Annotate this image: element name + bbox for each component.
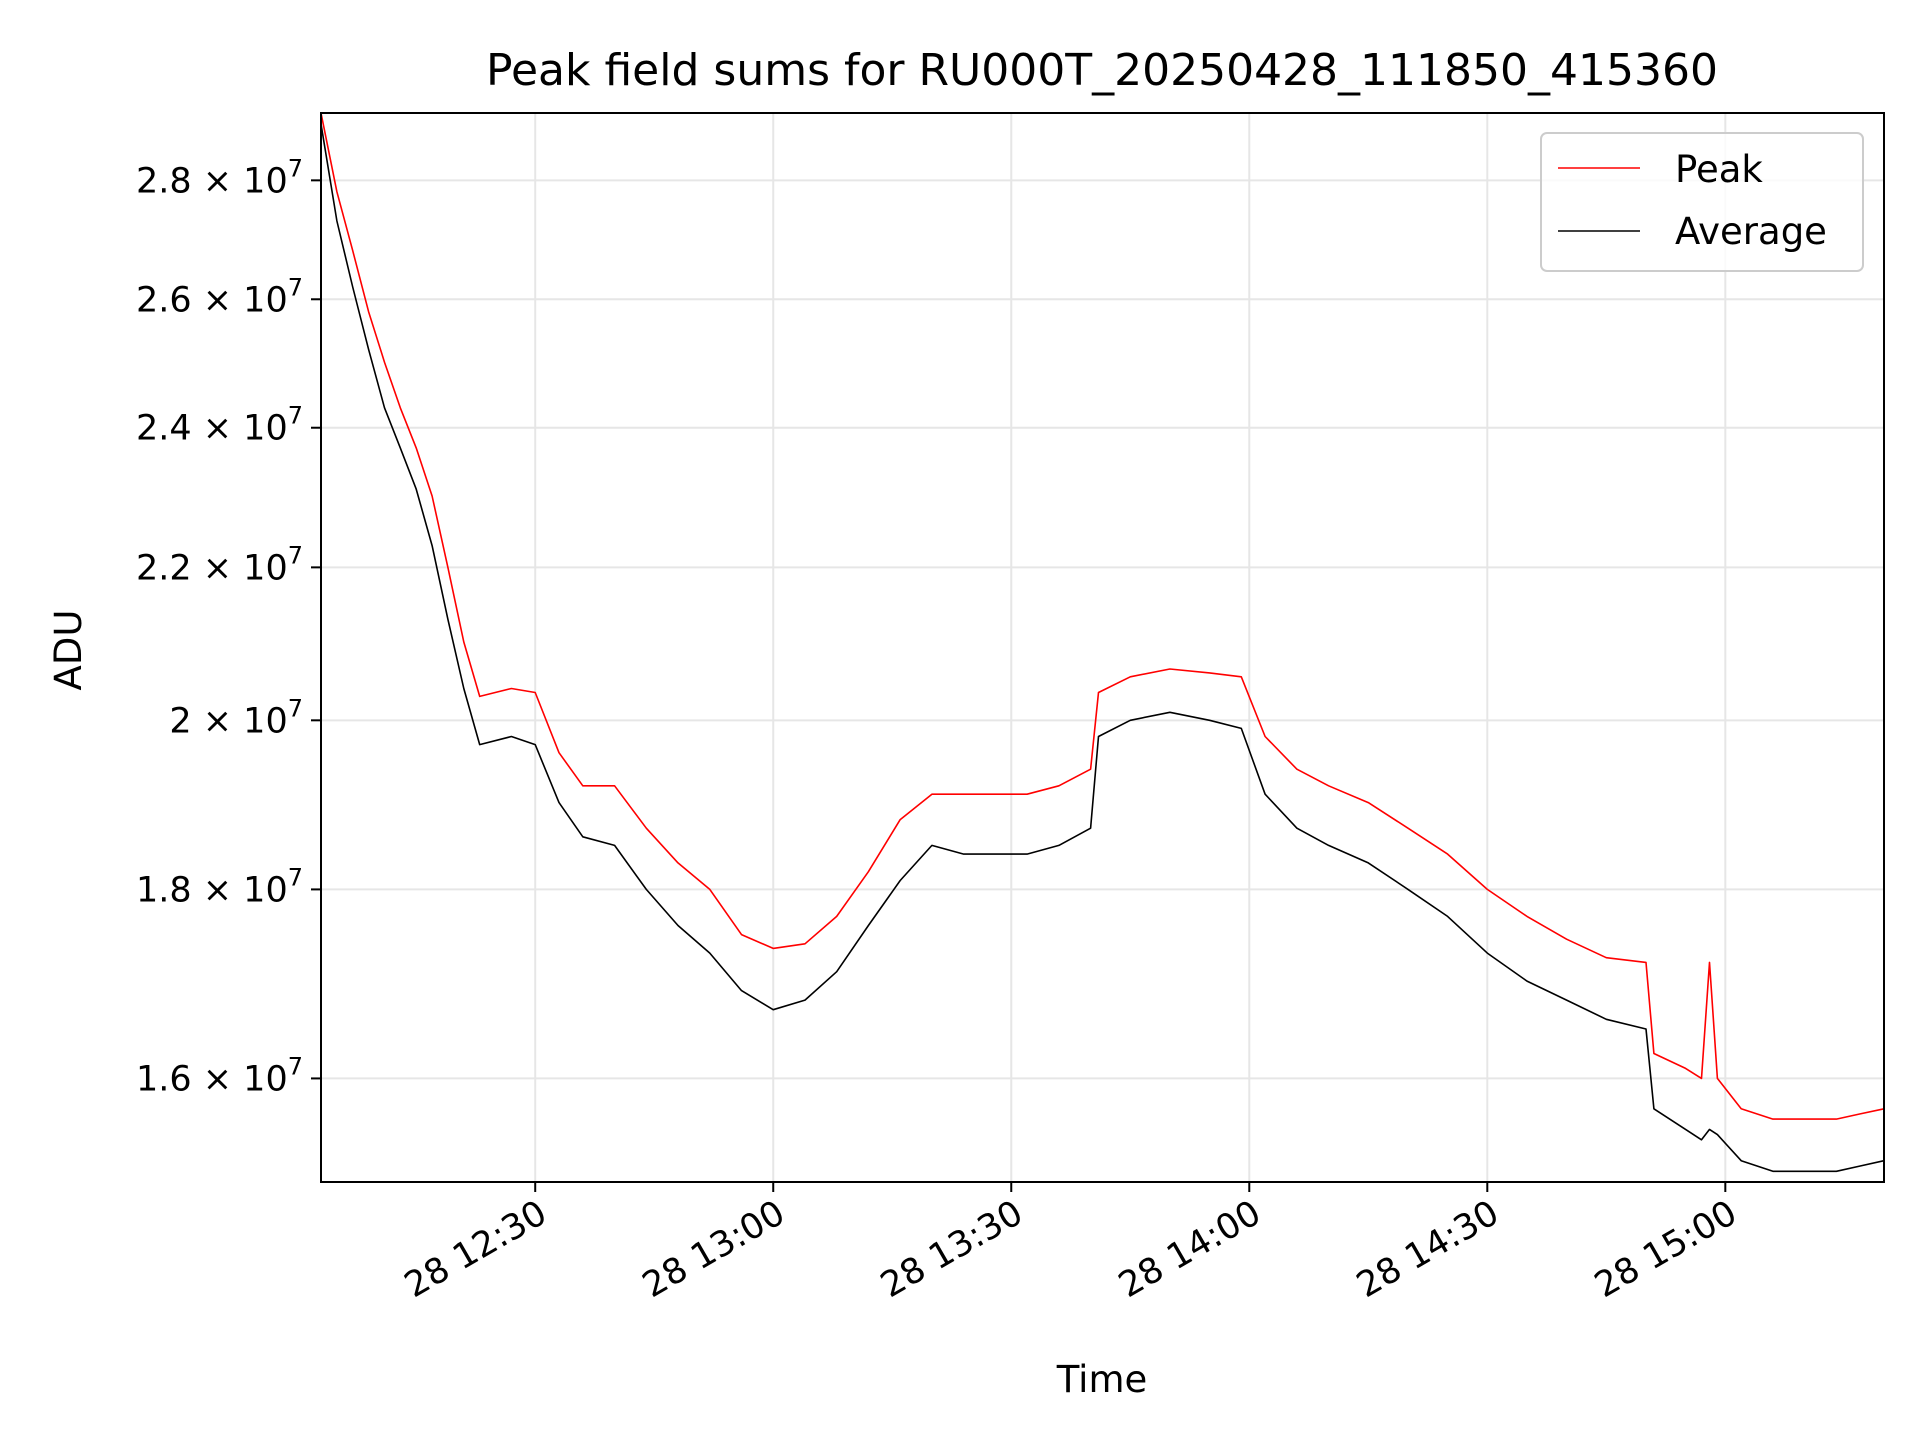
x-axis-label: Time (1056, 1358, 1148, 1401)
y-tick-label: 2.6 × 107 (136, 273, 303, 320)
legend: Peak Average (1540, 132, 1864, 272)
series-layer (320, 112, 1885, 1173)
y-tick-label: 2.4 × 107 (136, 402, 303, 449)
series-line-average (320, 123, 1885, 1173)
plot-frame (320, 112, 1885, 1183)
series-line-peak (320, 112, 1885, 1120)
legend-peak-label: Peak (1675, 148, 1763, 191)
y-tick-label: 2.2 × 107 (136, 541, 303, 588)
grid (321, 113, 1884, 1182)
y-tick-label: 1.6 × 107 (136, 1052, 303, 1099)
y-tick-label: 2 × 107 (169, 694, 303, 741)
legend-average-label: Average (1675, 210, 1827, 253)
chart-title: Peak field sums for RU000T_20250428_1118… (486, 45, 1718, 96)
y-ticks: 1.6 × 107 1.8 × 107 2 × 107 2.2 × 107 2.4 × … (136, 154, 321, 1099)
y-axis-label: ADU (47, 610, 90, 691)
y-tick-label: 1.8 × 107 (136, 863, 303, 910)
y-tick-label: 2.8 × 107 (136, 154, 303, 201)
